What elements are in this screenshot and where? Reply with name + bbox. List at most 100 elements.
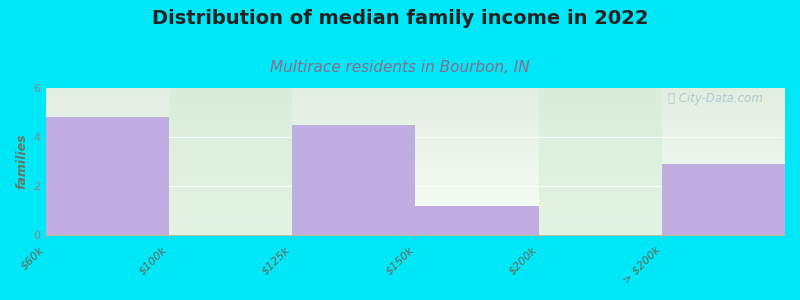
Bar: [46, 98, 785, 99]
Bar: [662, 164, 785, 235]
Bar: [46, 99, 785, 100]
Bar: [46, 196, 785, 197]
Bar: [46, 225, 785, 226]
Bar: [46, 226, 785, 227]
Bar: [46, 229, 785, 230]
Bar: [46, 140, 785, 141]
Bar: [46, 231, 785, 232]
Bar: [46, 90, 785, 91]
Bar: [46, 190, 785, 191]
Bar: [46, 217, 785, 218]
Bar: [46, 117, 785, 118]
Bar: [46, 122, 785, 123]
Bar: [46, 215, 785, 216]
Bar: [46, 149, 785, 150]
Bar: [46, 97, 785, 98]
Bar: [46, 213, 785, 214]
Bar: [46, 113, 785, 114]
Bar: [46, 214, 785, 215]
Bar: [46, 200, 785, 201]
Bar: [46, 129, 785, 130]
Bar: [46, 203, 785, 204]
Bar: [46, 133, 785, 134]
Bar: [46, 172, 785, 173]
Bar: [46, 148, 785, 149]
Bar: [46, 227, 785, 228]
Bar: [46, 208, 785, 209]
Bar: [46, 115, 785, 116]
Bar: [415, 206, 538, 235]
Bar: [46, 195, 785, 196]
Bar: [46, 142, 785, 143]
Bar: [46, 102, 785, 103]
Bar: [46, 178, 785, 179]
Bar: [46, 202, 785, 203]
Text: Multirace residents in Bourbon, IN: Multirace residents in Bourbon, IN: [270, 60, 530, 75]
Bar: [46, 109, 785, 110]
Bar: [46, 124, 785, 125]
Bar: [46, 96, 785, 97]
Bar: [46, 188, 785, 189]
Bar: [46, 138, 785, 139]
Bar: [46, 162, 785, 163]
Bar: [46, 161, 785, 162]
Bar: [46, 233, 785, 234]
Bar: [46, 92, 785, 93]
Bar: [46, 163, 785, 164]
Bar: [46, 131, 785, 132]
Bar: [169, 88, 292, 235]
Bar: [46, 110, 785, 111]
Bar: [46, 136, 785, 137]
Bar: [46, 197, 785, 198]
Bar: [46, 205, 785, 206]
Y-axis label: families: families: [15, 134, 28, 189]
Bar: [46, 144, 785, 145]
Bar: [46, 111, 785, 112]
Bar: [46, 120, 785, 121]
Bar: [46, 198, 785, 199]
Bar: [46, 151, 785, 152]
Bar: [46, 210, 785, 211]
Bar: [46, 128, 785, 129]
Bar: [46, 228, 785, 229]
Bar: [46, 168, 785, 169]
Bar: [46, 171, 785, 172]
Bar: [46, 141, 785, 142]
Bar: [46, 173, 785, 174]
Bar: [46, 207, 785, 208]
Bar: [46, 100, 785, 101]
Bar: [46, 155, 785, 156]
Bar: [46, 204, 785, 205]
Bar: [46, 186, 785, 187]
Bar: [46, 167, 785, 168]
Text: ⓘ City-Data.com: ⓘ City-Data.com: [668, 92, 763, 105]
Bar: [46, 223, 785, 224]
Bar: [46, 132, 785, 133]
Bar: [46, 146, 785, 147]
Bar: [46, 206, 785, 207]
Bar: [46, 152, 785, 153]
Bar: [46, 189, 785, 190]
Bar: [46, 88, 785, 89]
Bar: [46, 160, 785, 161]
Bar: [46, 180, 785, 181]
Bar: [46, 194, 785, 195]
Bar: [46, 139, 785, 140]
Bar: [46, 234, 785, 235]
Bar: [46, 220, 785, 221]
Bar: [46, 157, 785, 158]
Bar: [46, 135, 785, 136]
Bar: [46, 230, 785, 231]
Bar: [46, 91, 785, 92]
Bar: [46, 89, 785, 90]
Bar: [46, 118, 785, 119]
Bar: [292, 125, 415, 235]
Bar: [46, 94, 785, 95]
Bar: [46, 143, 785, 144]
Bar: [46, 201, 785, 202]
Bar: [46, 192, 785, 193]
Bar: [46, 177, 785, 178]
Bar: [46, 165, 785, 166]
Bar: [46, 103, 785, 104]
Bar: [46, 134, 785, 135]
